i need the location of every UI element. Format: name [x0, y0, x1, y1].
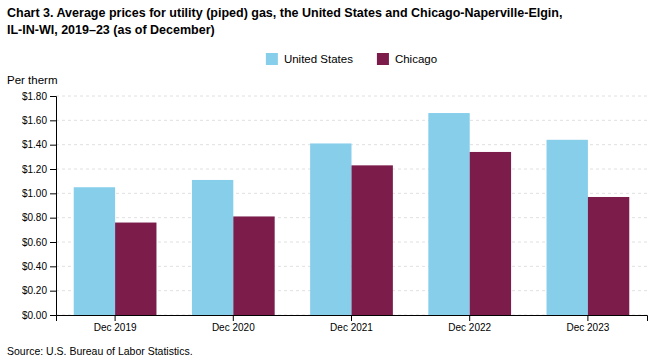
- bar: [428, 113, 469, 315]
- y-tick-label: $1.60: [22, 115, 47, 126]
- grid-line: [56, 120, 647, 121]
- y-tick-mark: [50, 169, 56, 170]
- x-tick: Dec 2023: [566, 315, 609, 333]
- y-tick: $1.60: [22, 115, 56, 126]
- y-tick: $0.80: [22, 212, 56, 223]
- y-tick-mark: [50, 145, 56, 146]
- bar: [588, 197, 629, 315]
- y-tick-mark: [50, 218, 56, 219]
- plot: $0.00 $0.20 $0.40 $0.60 $0.80 $1.00 $1.20 $1.40…: [22, 91, 648, 333]
- bar: [547, 140, 588, 315]
- x-tick: Dec 2021: [330, 315, 373, 333]
- y-tick: $0.60: [22, 237, 56, 248]
- bar: [115, 223, 156, 315]
- legend: United States Chicago: [266, 53, 437, 65]
- y-tick: $1.80: [22, 91, 56, 102]
- x-tick-mark: [233, 315, 234, 321]
- bar: [233, 216, 274, 315]
- y-tick-mark: [50, 96, 56, 97]
- y-axis-label: Per therm: [7, 74, 58, 86]
- y-tick-label: $1.20: [22, 164, 47, 175]
- y-axis-line: [50, 97, 57, 316]
- bar: [192, 180, 233, 315]
- y-tick-label: $0.20: [22, 285, 47, 296]
- x-tick: Dec 2022: [448, 315, 491, 333]
- y-tick-mark: [50, 266, 56, 267]
- bar: [352, 165, 393, 315]
- bars: [74, 113, 630, 315]
- y-axis: $0.00 $0.20 $0.40 $0.60 $0.80 $1.00 $1.20 $1.40…: [22, 91, 57, 321]
- y-tick: $1.40: [22, 139, 56, 150]
- x-tick: Dec 2020: [212, 315, 255, 333]
- chart: Chart 3. Average prices for utility (pip…: [0, 0, 661, 361]
- y-tick-mark: [50, 315, 56, 316]
- x-tick-mark: [469, 315, 470, 321]
- y-tick: $0.40: [22, 261, 56, 272]
- y-tick-label: $0.00: [22, 310, 47, 321]
- source: Source: U.S. Bureau of Labor Statistics.: [7, 345, 193, 357]
- y-tick-mark: [50, 193, 56, 194]
- bar: [310, 143, 351, 315]
- y-tick-mark: [50, 120, 56, 121]
- y-tick-label: $0.40: [22, 261, 47, 272]
- legend-item: Chicago: [377, 53, 437, 65]
- legend-swatch: [377, 53, 389, 65]
- x-tick-mark: [351, 315, 352, 321]
- x-tick-label: Dec 2019: [94, 322, 137, 333]
- y-tick: $1.00: [22, 188, 56, 199]
- y-tick-label: $0.60: [22, 237, 47, 248]
- y-tick-label: $1.00: [22, 188, 47, 199]
- x-tick-label: Dec 2021: [330, 322, 373, 333]
- legend-item: United States: [266, 53, 353, 65]
- x-tick-mark: [587, 315, 588, 321]
- y-tick: $0.20: [22, 285, 56, 296]
- grid: [56, 96, 647, 315]
- x-tick-label: Dec 2020: [212, 322, 255, 333]
- legend-label: Chicago: [395, 53, 437, 65]
- bar: [74, 187, 115, 315]
- x-tick-label: Dec 2023: [566, 322, 609, 333]
- x-axis: Dec 2019 Dec 2020 Dec 2021 Dec 2022 Dec 2023: [57, 315, 648, 333]
- y-tick-mark: [50, 242, 56, 243]
- bar: [470, 152, 511, 315]
- y-tick: $0.00: [22, 310, 56, 321]
- title: Chart 3. Average prices for utility (pip…: [7, 6, 562, 20]
- x-axis-line: [57, 316, 648, 322]
- x-tick: Dec 2019: [94, 315, 137, 333]
- x-tick-label: Dec 2022: [448, 322, 491, 333]
- y-tick-label: $1.40: [22, 139, 47, 150]
- legend-swatch: [266, 53, 278, 65]
- x-tick-mark: [115, 315, 116, 321]
- y-tick-mark: [50, 291, 56, 292]
- y-tick-label: $1.80: [22, 91, 47, 102]
- legend-label: United States: [284, 53, 353, 65]
- grid-line: [56, 96, 647, 97]
- y-tick-label: $0.80: [22, 212, 47, 223]
- title: IL-IN-WI, 2019–23 (as of December): [7, 23, 215, 37]
- y-tick: $1.20: [22, 164, 56, 175]
